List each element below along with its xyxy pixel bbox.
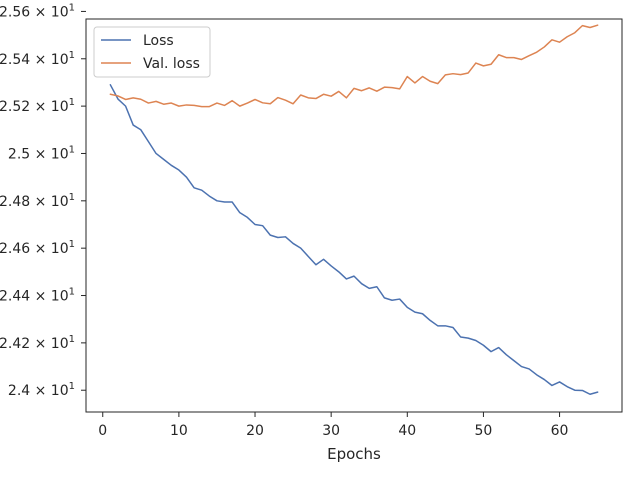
y-tick-label: 2.44 × 101 [0, 287, 75, 305]
y-tick-label: 2.52 × 101 [0, 97, 75, 115]
y-tick-label: 2.42 × 101 [0, 334, 75, 352]
y-tick-label: 2.5 × 101 [8, 144, 75, 162]
legend-label-1: Val. loss [143, 56, 200, 72]
y-tick-label: 2.4 × 101 [8, 381, 75, 399]
x-tick-label: 60 [551, 423, 569, 439]
x-tick-label: 0 [98, 423, 107, 439]
plot-area [86, 19, 622, 412]
x-axis: 0 10 20 30 40 50 60 [98, 412, 568, 439]
legend: Loss Val. loss [93, 26, 211, 78]
y-tick-label: 2.54 × 101 [0, 50, 75, 68]
series-line-0 [109, 84, 599, 395]
plot-frame [85, 18, 623, 413]
x-tick-label: 30 [322, 423, 340, 439]
x-axis-label: Epochs [327, 445, 381, 463]
y-tick-label: 2.48 × 101 [0, 192, 75, 210]
y-tick-label: 2.46 × 101 [0, 239, 75, 257]
x-tick-label: 50 [475, 423, 493, 439]
series-line-1 [109, 24, 599, 108]
y-axis: 2.4 × 101 2.42 × 101 2.44 × 101 2.46 × 101 2… [0, 2, 86, 399]
y-tick-label: 2.56 × 101 [0, 2, 75, 20]
legend-label-0: Loss [143, 33, 174, 49]
x-tick-label: 40 [398, 423, 416, 439]
x-tick-label: 20 [246, 423, 264, 439]
series-layer [109, 24, 599, 395]
x-tick-label: 10 [170, 423, 188, 439]
